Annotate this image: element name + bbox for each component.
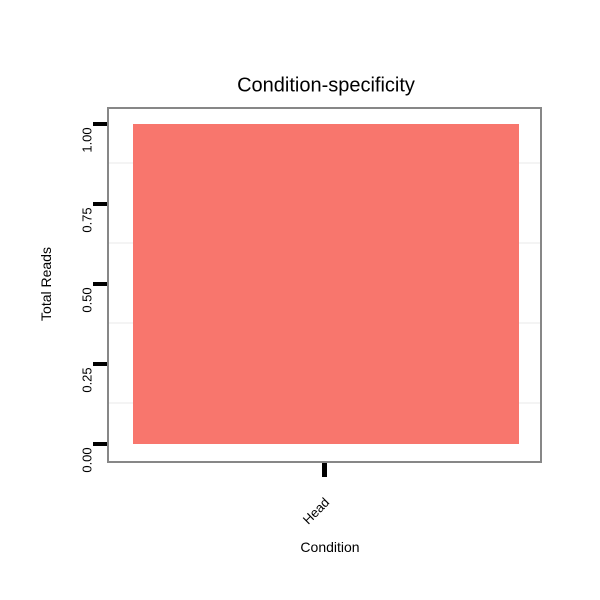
- x-axis-tick-head: [322, 463, 327, 477]
- plot-panel: [107, 107, 542, 463]
- y-tick-label-075: 0.75: [79, 207, 95, 233]
- y-axis-tick-100: [93, 122, 107, 126]
- y-tick-label-050: 0.50: [79, 287, 95, 313]
- y-tick-label-000: 0.00: [79, 447, 95, 473]
- y-axis-title: Total Reads: [38, 247, 54, 321]
- y-axis-tick-000: [93, 442, 107, 446]
- y-axis-tick-050: [93, 282, 107, 286]
- x-axis-title: Condition: [300, 539, 360, 555]
- x-tick-label-head: Head: [299, 494, 333, 528]
- y-tick-label-100: 1.00: [79, 127, 95, 153]
- bar-head: [133, 124, 519, 444]
- y-axis-tick-025: [93, 362, 107, 366]
- y-tick-label-025: 0.25: [79, 367, 95, 393]
- chart-title: Condition-specificity: [237, 74, 415, 97]
- y-axis-tick-075: [93, 202, 107, 206]
